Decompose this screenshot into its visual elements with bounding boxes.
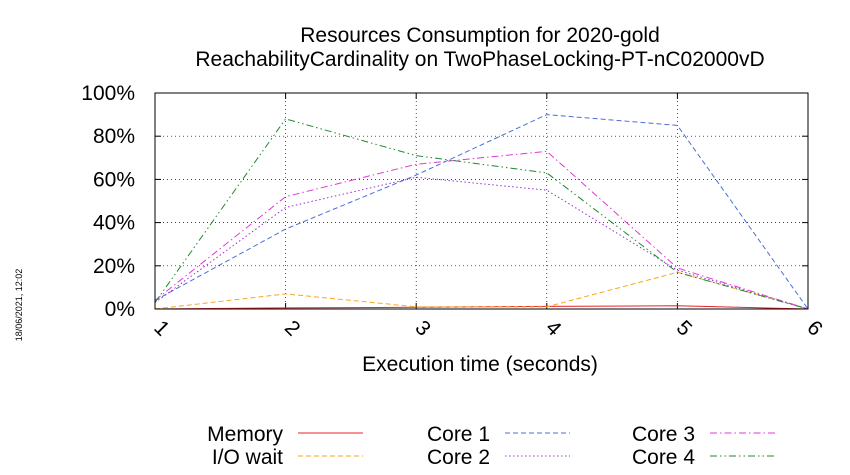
chart-subtitle: ReachabilityCardinality on TwoPhaseLocki… xyxy=(195,48,764,71)
series-line-i-o-wait xyxy=(154,271,809,310)
timestamp: 18/06/2021, 12:02 xyxy=(14,269,24,342)
legend-label-core-3: Core 3 xyxy=(632,423,695,446)
series-line-core-2 xyxy=(154,176,809,310)
plot-frame xyxy=(154,92,809,310)
series-line-core-3 xyxy=(154,150,809,310)
y-tick-label: 0% xyxy=(105,298,135,321)
series-lines xyxy=(154,114,809,310)
x-tick-label: 2 xyxy=(280,316,305,341)
series-line-core-1 xyxy=(154,114,809,310)
chart-title: Resources Consumption for 2020-gold xyxy=(300,24,660,47)
x-tick-label: 4 xyxy=(541,316,566,341)
series-line-core-4 xyxy=(154,118,809,310)
y-tick-label: 100% xyxy=(81,82,135,105)
x-tick-label: 3 xyxy=(411,316,436,341)
legend-label-memory: Memory xyxy=(207,423,283,446)
y-tick-label: 40% xyxy=(93,212,135,235)
y-tick-label: 20% xyxy=(93,255,135,278)
legend-label-core-4: Core 4 xyxy=(632,446,695,469)
x-tick-label: 1 xyxy=(149,316,174,341)
y-axis-ticks: 0% 20% 40% 60% 80% 100% xyxy=(81,82,808,321)
y-tick-label: 60% xyxy=(93,168,135,191)
x-tick-label: 5 xyxy=(672,316,697,341)
y-tick-label: 80% xyxy=(93,125,135,148)
x-axis-ticks: 1 2 3 4 5 6 xyxy=(149,93,827,341)
legend-label-core-1: Core 1 xyxy=(427,423,490,446)
grid-lines xyxy=(155,93,808,309)
x-tick-label: 6 xyxy=(802,316,827,341)
legend-label-core-2: Core 2 xyxy=(427,446,490,469)
legend-label-i-o-wait: I/O wait xyxy=(212,446,283,469)
x-axis-label: Execution time (seconds) xyxy=(362,353,598,376)
